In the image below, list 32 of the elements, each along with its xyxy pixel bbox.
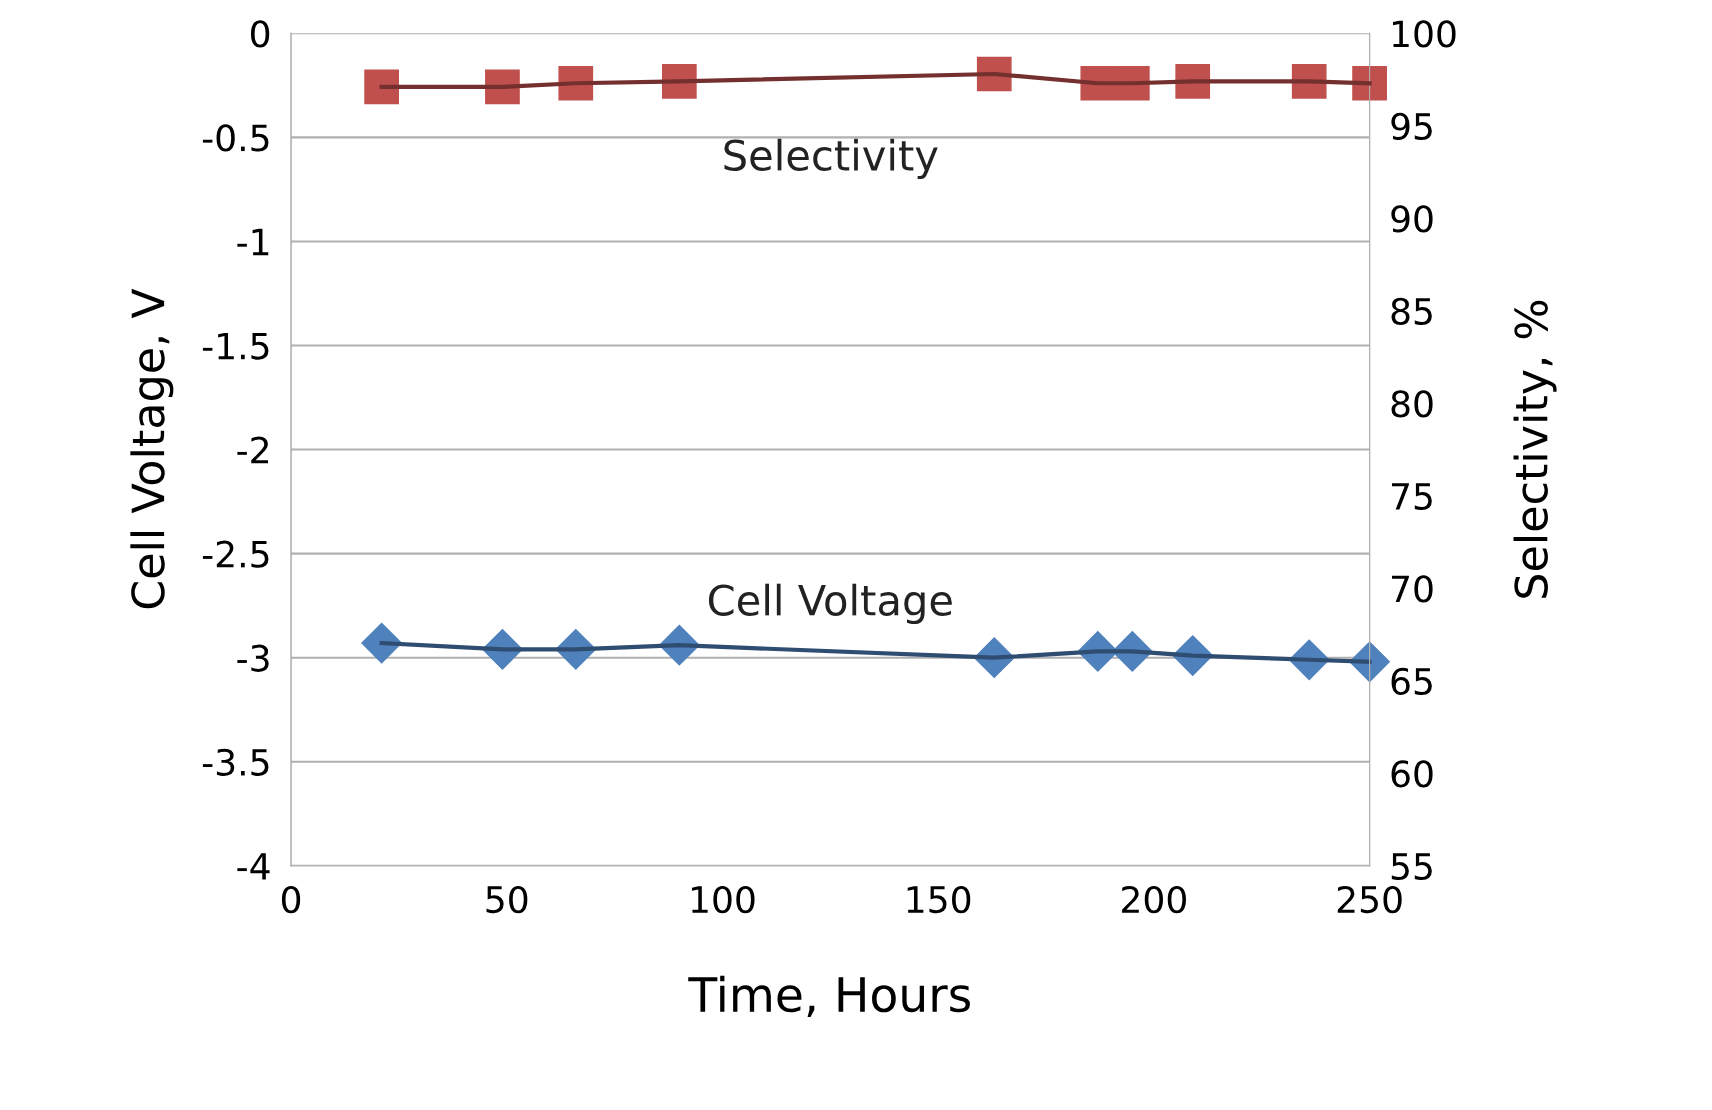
- point: [364, 69, 400, 105]
- y2-tick-label: 75: [1392, 483, 1432, 511]
- y-tick-label: -0.5: [202, 124, 269, 152]
- y2-tick-label: 90: [1391, 205, 1433, 233]
- x-tick-label: 150: [907, 885, 971, 914]
- point: [1352, 65, 1387, 101]
- y-axis-title: Cell Voltage, V: [130, 288, 174, 609]
- y2-axis-title: Selectivity, %: [1513, 300, 1557, 598]
- y2-tick-label: 65: [1391, 667, 1432, 696]
- y-tick-label: -3.5: [202, 748, 269, 776]
- y2-tick-label: 70: [1392, 575, 1433, 603]
- x-axis-title: Time, Hours: [688, 975, 970, 1018]
- series-label: Selectivity: [724, 138, 938, 180]
- x-tick-label: 200: [1122, 885, 1186, 914]
- x-tick-label: 250: [1337, 885, 1402, 914]
- y2-tick-label: 95: [1391, 112, 1432, 141]
- y-tick-label: -4: [237, 853, 270, 880]
- y-tick-label: 0: [251, 20, 270, 48]
- y-tick-label: -2: [237, 436, 268, 464]
- y-tick-label: -3: [237, 644, 269, 672]
- y2-tick-label: 100: [1393, 20, 1456, 48]
- x-tick-label: 0: [281, 885, 301, 914]
- y-tick-label: -2.5: [202, 540, 269, 568]
- y-tick-label: -1: [237, 228, 269, 256]
- y2-tick-label: 85: [1391, 297, 1432, 326]
- y2-tick-label: 60: [1391, 760, 1433, 788]
- x-tick-label: 50: [486, 885, 528, 914]
- series-label: Cell Voltage: [708, 583, 952, 625]
- x-tick-label: 100: [691, 885, 755, 914]
- y2-tick-label: 80: [1391, 390, 1433, 418]
- y-tick-label: -1.5: [202, 332, 269, 360]
- y2-tick-label: 55: [1391, 853, 1432, 881]
